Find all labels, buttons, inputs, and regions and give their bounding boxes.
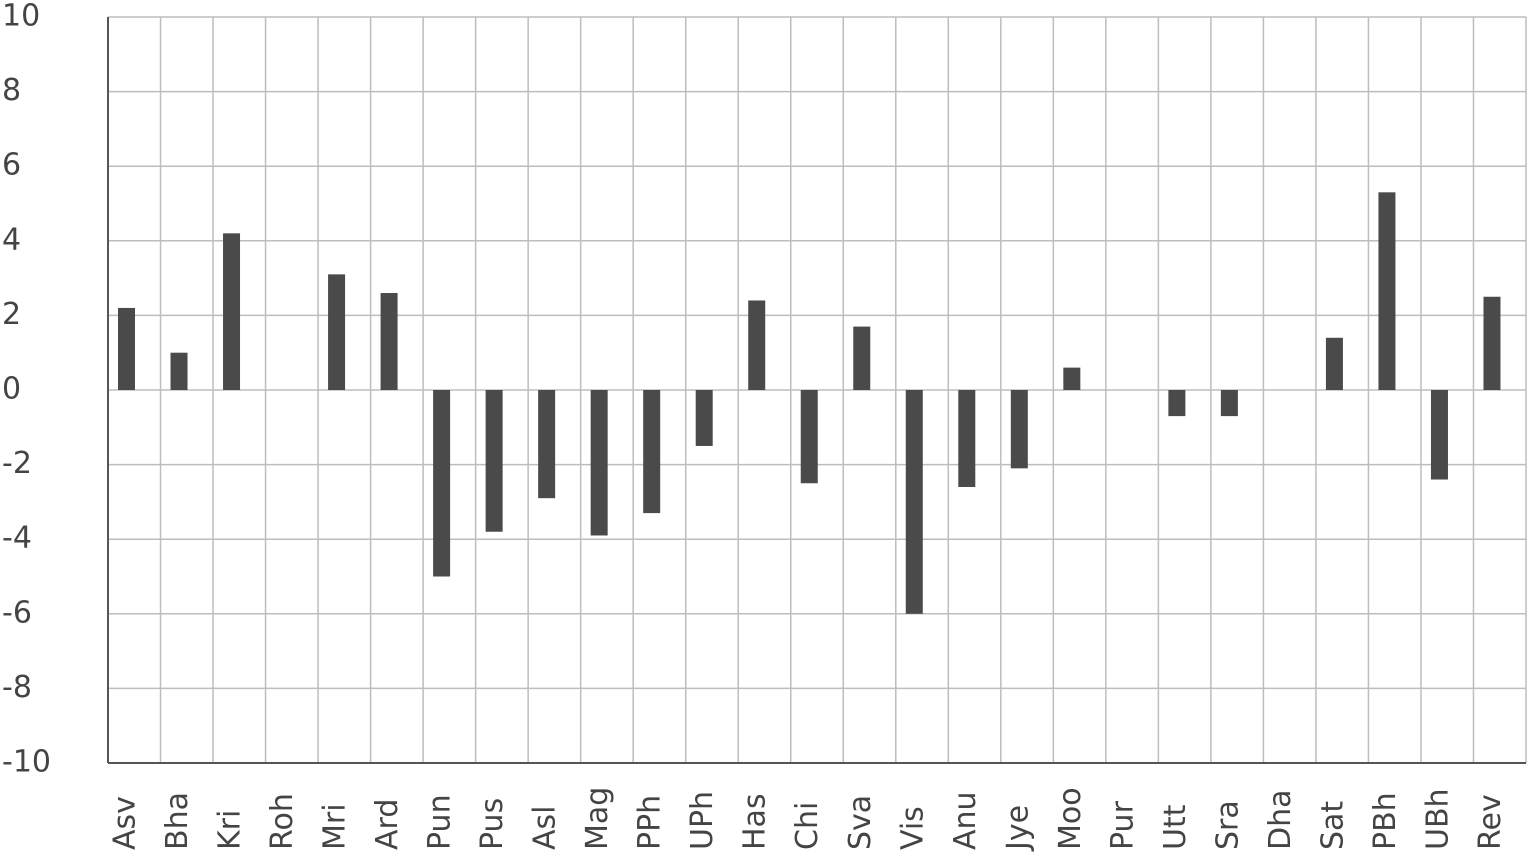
bar <box>485 390 503 532</box>
x-tick-label: Moo <box>1053 787 1088 850</box>
x-tick-label: PPh <box>633 795 668 850</box>
bar <box>643 390 661 514</box>
bar <box>958 390 976 487</box>
y-tick-label: 8 <box>2 73 21 108</box>
bar <box>1168 390 1186 417</box>
bar <box>170 352 188 390</box>
x-tick-label: Has <box>738 793 773 850</box>
x-tick-label: Sva <box>843 795 878 850</box>
y-tick-label: -4 <box>2 521 32 556</box>
x-tick-label: Pun <box>423 794 458 850</box>
bar <box>1063 367 1081 390</box>
bar <box>538 390 556 499</box>
x-tick-label: Utt <box>1158 804 1193 850</box>
x-tick-label: Jye <box>1000 805 1035 852</box>
x-tick-label: Vis <box>895 806 930 850</box>
y-tick-label: -2 <box>2 446 32 481</box>
bar <box>1220 390 1238 417</box>
y-tick-label: 6 <box>2 148 21 183</box>
x-tick-label: Roh <box>265 793 300 850</box>
y-tick-label: -8 <box>2 670 32 705</box>
x-tick-label: Asv <box>108 796 143 850</box>
y-tick-label: 10 <box>2 0 40 34</box>
x-tick-label: Bha <box>160 792 195 850</box>
bar <box>1430 390 1448 480</box>
x-tick-label: Kri <box>213 810 248 850</box>
x-tick-label: Mag <box>580 787 615 850</box>
x-tick-label: Asl <box>528 806 563 851</box>
x-tick-label: UBh <box>1420 788 1455 850</box>
bar <box>853 326 871 390</box>
x-tick-label: Rev <box>1473 794 1508 850</box>
x-tick-label: Pur <box>1105 800 1140 850</box>
x-tick-label: UPh <box>685 791 720 850</box>
bar <box>1483 296 1501 390</box>
bar <box>433 390 451 577</box>
bar <box>800 390 818 484</box>
x-tick-label: Pus <box>475 798 510 850</box>
bar <box>328 274 346 390</box>
bar <box>380 293 398 390</box>
bar <box>748 300 766 390</box>
bar <box>1325 337 1343 390</box>
x-tick-label: Chi <box>790 802 825 850</box>
y-tick-label: 2 <box>2 297 21 332</box>
bar <box>905 390 923 614</box>
x-tick-label: Dha <box>1263 790 1298 851</box>
y-tick-label: -10 <box>2 745 51 780</box>
x-tick-label: PBh <box>1368 792 1403 850</box>
x-tick-label: Mri <box>318 803 353 850</box>
y-tick-label: -6 <box>2 595 32 630</box>
bar <box>590 390 608 536</box>
x-tick-label: Anu <box>948 791 983 850</box>
y-tick-label: 4 <box>2 222 21 257</box>
x-tick-label: Sat <box>1315 801 1350 850</box>
bar <box>1010 390 1028 469</box>
x-tick-label: Ard <box>370 799 405 850</box>
x-tick-label: Sra <box>1210 800 1245 850</box>
bar <box>223 233 241 390</box>
bar <box>1378 192 1396 390</box>
bar <box>695 390 713 446</box>
y-tick-label: 0 <box>2 372 21 407</box>
bar <box>118 307 135 390</box>
